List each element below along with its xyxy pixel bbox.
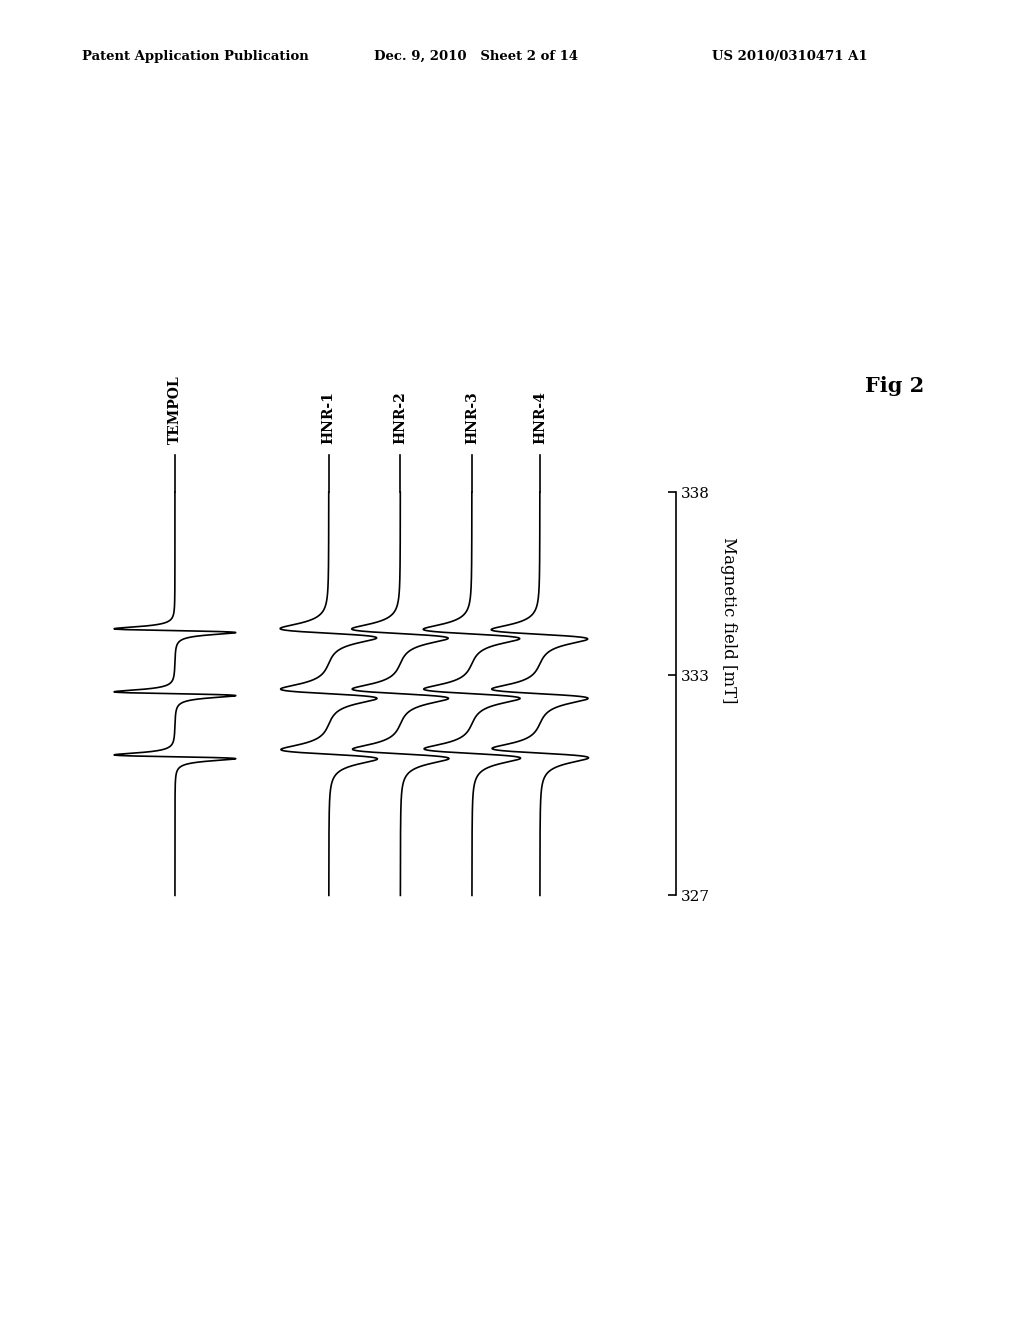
Text: US 2010/0310471 A1: US 2010/0310471 A1 <box>712 50 867 63</box>
Text: Fig 2: Fig 2 <box>865 376 925 396</box>
Y-axis label: Magnetic field [mT]: Magnetic field [mT] <box>721 537 737 704</box>
Text: TEMPOL: TEMPOL <box>168 376 182 445</box>
Text: Dec. 9, 2010   Sheet 2 of 14: Dec. 9, 2010 Sheet 2 of 14 <box>374 50 578 63</box>
Text: Patent Application Publication: Patent Application Publication <box>82 50 308 63</box>
Text: HNR-1: HNR-1 <box>322 392 336 445</box>
Text: HNR-2: HNR-2 <box>393 392 408 445</box>
Text: HNR-3: HNR-3 <box>465 392 479 445</box>
Text: HNR-4: HNR-4 <box>532 392 547 445</box>
